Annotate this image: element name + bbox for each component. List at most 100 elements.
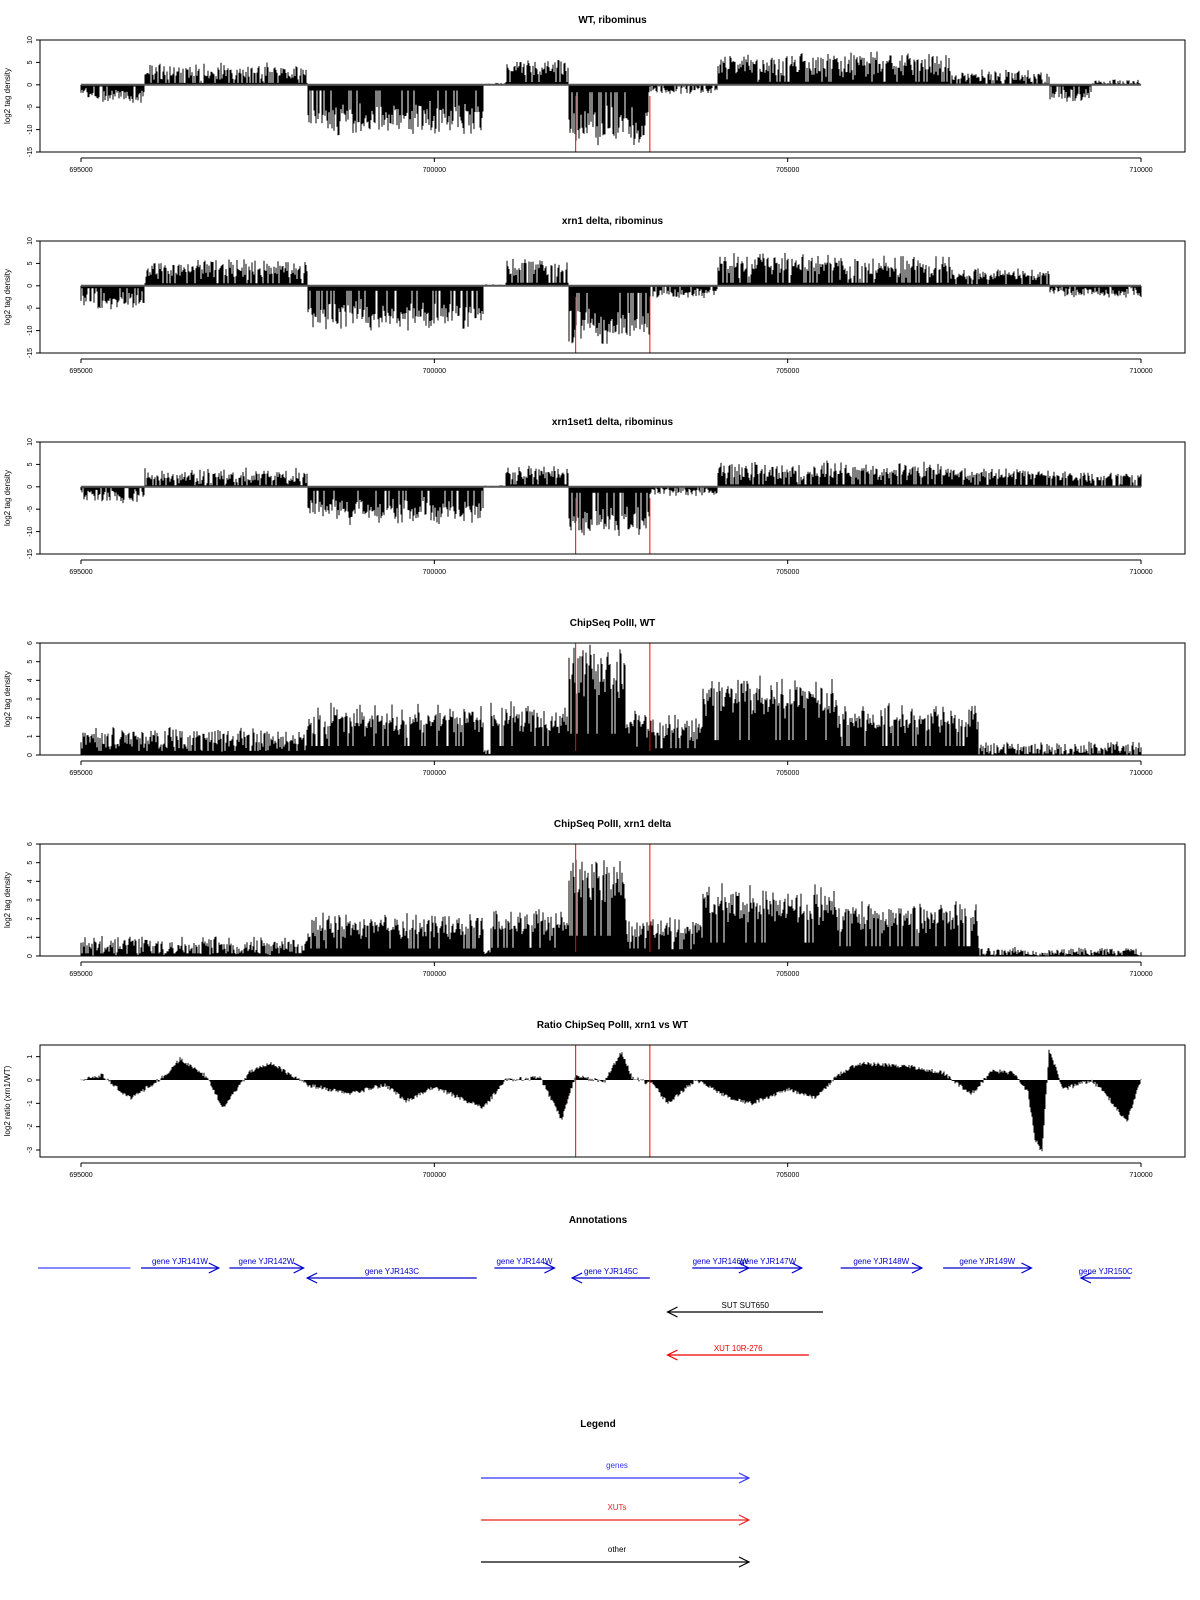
annotation-feature: gene YJR145C — [570, 1267, 650, 1284]
arrowhead-right — [208, 1262, 221, 1274]
annotation-feature: gene YJR149W — [943, 1257, 1033, 1274]
x-tick-label: 710000 — [1129, 167, 1152, 174]
y-tick-label: 3 — [27, 697, 34, 701]
y-tick-label: 0 — [27, 284, 34, 288]
density-bars — [80, 644, 1142, 755]
y-tick-label: 1 — [27, 734, 34, 738]
feature-label: gene YJR149W — [959, 1257, 1015, 1266]
feature-label: gene YJR148W — [853, 1257, 909, 1266]
arrowhead-right — [738, 1514, 751, 1526]
y-tick-label: -2 — [27, 1123, 34, 1129]
data-marks — [80, 644, 1142, 755]
y-axis-label: log2 tag density — [3, 68, 12, 124]
panel-title: xrn1set1 delta, ribominus — [552, 417, 674, 428]
data-marks — [80, 1049, 1142, 1152]
x-tick-label: 710000 — [1129, 971, 1152, 978]
legend-item: genes — [481, 1461, 751, 1484]
x-tick-label: 705000 — [776, 368, 799, 375]
y-tick-label: 10 — [27, 36, 34, 44]
arrowhead-left — [666, 1349, 678, 1361]
y-axis-label: log2 ratio (xrn1/WT) — [3, 1065, 12, 1136]
arrowhead-right — [791, 1262, 804, 1274]
y-tick-label: 0 — [27, 485, 34, 489]
data-marks — [80, 252, 1142, 344]
y-tick-label: 2 — [27, 917, 34, 921]
legend-label: other — [608, 1545, 627, 1554]
x-tick-label: 695000 — [69, 569, 92, 576]
x-tick-label: 705000 — [776, 167, 799, 174]
y-axis-label: log2 tag density — [3, 269, 12, 325]
x-tick-label: 700000 — [423, 971, 446, 978]
arrowhead-left — [305, 1272, 318, 1284]
y-tick-label: -5 — [27, 506, 34, 512]
feature-label: gene YJR141W — [152, 1257, 208, 1266]
feature-label: gene YJR146W — [693, 1257, 749, 1266]
y-tick-label: -10 — [27, 526, 34, 536]
panel-title: Ratio ChipSeq PolII, xrn1 vs WT — [537, 1020, 688, 1031]
density-bars — [80, 252, 1142, 344]
annotations-title: Annotations — [569, 1215, 628, 1226]
y-tick-label: 0 — [27, 753, 34, 757]
feature-label: SUT SUT650 — [722, 1301, 770, 1310]
annotation-feature: SUT SUT650 — [666, 1301, 823, 1318]
arrowhead-right — [544, 1262, 556, 1274]
x-tick-label: 700000 — [423, 1172, 446, 1179]
arrowhead-left — [570, 1272, 583, 1284]
y-tick-label: 5 — [27, 861, 34, 865]
panel-title: ChipSeq PolII, WT — [570, 618, 656, 629]
x-tick-label: 695000 — [69, 770, 92, 777]
y-tick-label: 6 — [27, 842, 34, 846]
y-tick-label: 5 — [27, 60, 34, 64]
legend-title: Legend — [580, 1419, 616, 1430]
x-tick-label: 695000 — [69, 368, 92, 375]
y-tick-label: 10 — [27, 438, 34, 446]
y-tick-label: -15 — [27, 549, 34, 559]
y-axis-label: log2 tag density — [3, 470, 12, 526]
arrowhead-left — [666, 1306, 678, 1318]
legend-label: XUTs — [607, 1503, 626, 1512]
x-tick-label: 700000 — [423, 167, 446, 174]
x-tick-label: 705000 — [776, 569, 799, 576]
x-tick-label: 710000 — [1129, 770, 1152, 777]
feature-label: gene YJR144W — [496, 1257, 552, 1266]
x-tick-label: 710000 — [1129, 368, 1152, 375]
arrowhead-right — [738, 1472, 751, 1484]
density-bars — [80, 859, 1142, 956]
feature-label: XUT 10R-276 — [714, 1344, 763, 1353]
panel-4: ChipSeq PolII, WT log2 tag density 0 1 2 3 4 5 6… — [3, 618, 1186, 777]
annotation-feature: gene YJR150C — [1079, 1267, 1133, 1284]
y-tick-label: 5 — [27, 660, 34, 664]
y-tick-label: -1 — [27, 1100, 34, 1106]
plot-frame — [39, 39, 1186, 153]
y-tick-label: -10 — [27, 325, 34, 335]
panel-5: ChipSeq PolII, xrn1 delta log2 tag densit… — [3, 819, 1186, 978]
annotations-panel: Annotations gene YJR141W gene YJR142W gene… — [38, 1215, 1133, 1361]
feature-label: gene YJR145C — [584, 1267, 638, 1276]
feature-label: gene YJR147W — [740, 1257, 796, 1266]
annotation-feature: gene YJR148W — [840, 1257, 924, 1274]
y-tick-label: 0 — [27, 83, 34, 87]
plot-frame — [39, 1044, 1186, 1158]
panel-1: WT, ribominus log2 tag density -15 -10 -5 0 5 1… — [3, 15, 1186, 174]
y-tick-label: -5 — [27, 305, 34, 311]
annotation-feature: gene YJR142W — [229, 1257, 305, 1274]
x-tick-label: 700000 — [423, 569, 446, 576]
feature-label: gene YJR142W — [239, 1257, 295, 1266]
ratio-bars — [80, 1049, 1142, 1152]
x-tick-label: 700000 — [423, 770, 446, 777]
data-marks — [80, 859, 1142, 956]
y-tick-label: 3 — [27, 898, 34, 902]
data-marks — [80, 51, 1142, 146]
panel-3: xrn1set1 delta, ribominus log2 tag densit… — [3, 417, 1186, 576]
panel-6: Ratio ChipSeq PolII, xrn1 vs WT log2 rati… — [3, 1020, 1186, 1179]
x-tick-label: 710000 — [1129, 569, 1152, 576]
arrowhead-right — [1021, 1262, 1033, 1274]
legend-item: other — [481, 1545, 751, 1568]
arrowhead-right — [911, 1262, 924, 1274]
y-tick-label: 1 — [27, 935, 34, 939]
legend-panel: Legend genes XUTs other — [481, 1419, 751, 1568]
y-tick-label: 5 — [27, 462, 34, 466]
annotation-feature: gene YJR143C — [305, 1267, 477, 1284]
x-tick-label: 695000 — [69, 971, 92, 978]
